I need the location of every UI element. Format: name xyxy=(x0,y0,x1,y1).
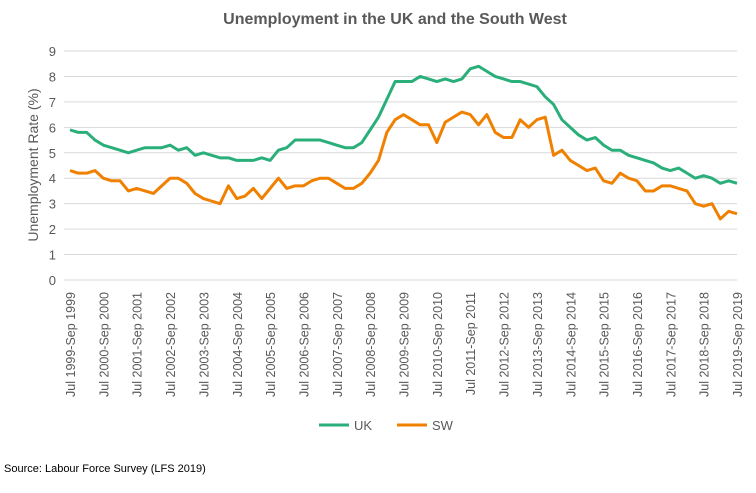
x-tick-label: Jul 2009-Sep 2009 xyxy=(398,292,412,397)
x-tick-label: Jul 2016-Sep 2016 xyxy=(631,292,645,397)
x-tick-label: Jul 2001-Sep 2001 xyxy=(131,292,145,397)
x-tick-label: Jul 2010-Sep 2010 xyxy=(431,292,445,397)
x-tick-label: Jul 2008-Sep 2008 xyxy=(364,292,378,397)
series-line-sw xyxy=(69,110,738,221)
x-tick-label: Jul 2002-Sep 2002 xyxy=(164,292,178,397)
source-note: Source: Labour Force Survey (LFS 2019) xyxy=(4,463,206,475)
y-tick-label: 4 xyxy=(49,171,56,186)
y-tick-label: 0 xyxy=(49,273,56,288)
legend-label-uk: UK xyxy=(354,418,372,433)
y-tick-label: 7 xyxy=(49,95,56,110)
y-tick-label: 2 xyxy=(49,222,56,237)
x-tick-label: Jul 2019-Sep 2019 xyxy=(731,292,745,397)
y-tick-label: 3 xyxy=(49,197,56,212)
y-tick-label: 9 xyxy=(49,44,56,59)
legend-label-sw: SW xyxy=(432,418,454,433)
y-tick-label: 5 xyxy=(49,146,56,161)
x-tick-label: Jul 2004-Sep 2004 xyxy=(231,292,245,397)
x-tick-label: Jul 2018-Sep 2018 xyxy=(698,292,712,397)
y-tick-label: 8 xyxy=(49,69,56,84)
y-tick-label: 1 xyxy=(49,248,56,263)
x-tick-label: Jul 2007-Sep 2007 xyxy=(331,292,345,397)
x-tick-label: Jul 2011-Sep 2011 xyxy=(464,292,478,395)
chart-title: Unemployment in the UK and the South Wes… xyxy=(223,11,567,28)
x-tick-label: Jul 1999-Sep 1999 xyxy=(64,292,78,397)
y-axis-label: Unemployment Rate (%) xyxy=(25,88,41,241)
x-tick-label: Jul 2003-Sep 2003 xyxy=(197,292,211,397)
x-tick-label: Jul 2013-Sep 2013 xyxy=(531,292,545,397)
x-tick-label: Jul 2005-Sep 2005 xyxy=(264,292,278,397)
x-tick-label: Jul 2012-Sep 2012 xyxy=(498,292,512,397)
x-tick-label: Jul 2015-Sep 2015 xyxy=(598,292,612,397)
series-line-uk xyxy=(69,64,738,185)
x-tick-label: Jul 2006-Sep 2006 xyxy=(297,292,311,397)
y-tick-label: 6 xyxy=(49,120,56,135)
x-tick-label: Jul 2000-Sep 2000 xyxy=(97,292,111,397)
x-tick-label: Jul 2014-Sep 2014 xyxy=(564,292,578,397)
x-tick-label: Jul 2017-Sep 2017 xyxy=(664,292,678,397)
